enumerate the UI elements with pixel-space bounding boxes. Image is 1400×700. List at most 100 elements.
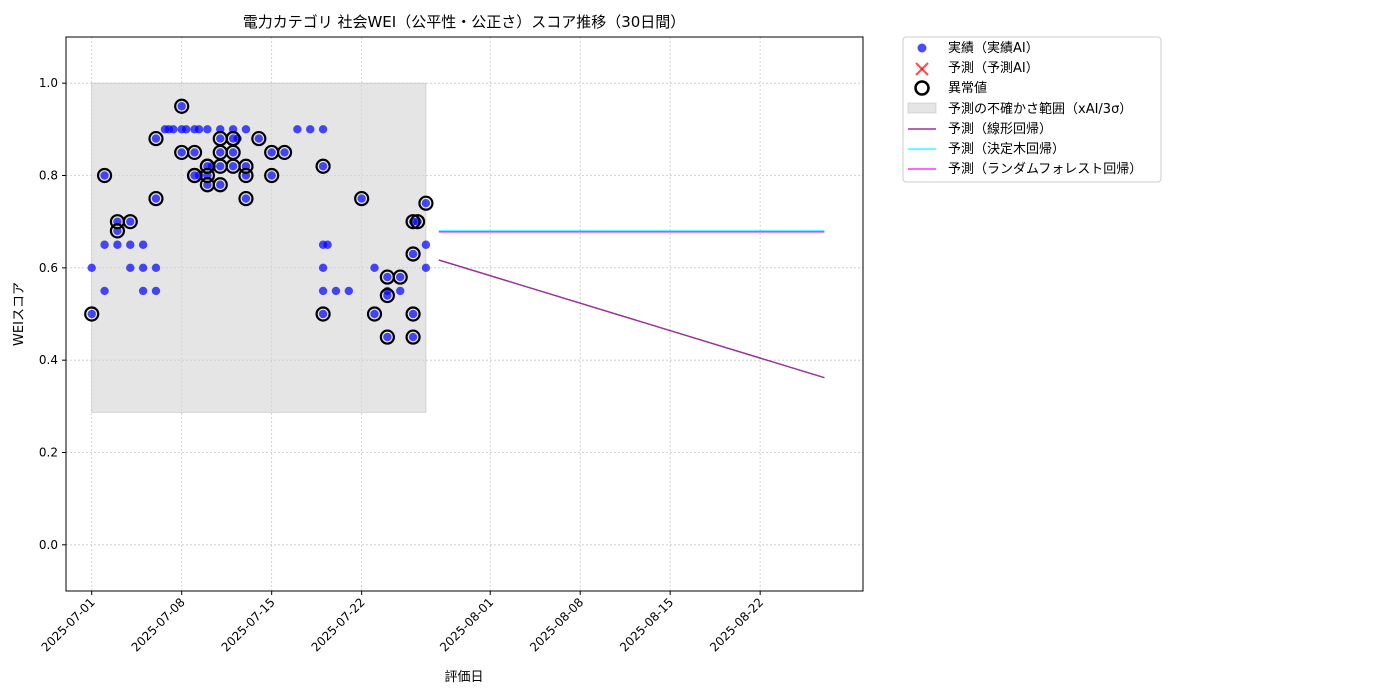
actual-point (138, 240, 148, 249)
anomaly-point (405, 246, 421, 262)
anomaly-point (366, 306, 383, 322)
actual-point (100, 286, 109, 296)
anomaly-point (264, 167, 280, 184)
linear-regression-line (438, 259, 825, 379)
legend-band-swatch (907, 102, 937, 114)
actual-point (396, 272, 405, 282)
anomaly-point (186, 144, 203, 161)
actual-point (126, 240, 135, 249)
actual-point (194, 125, 204, 134)
x-tick-label: 2025-08-15 (617, 595, 676, 654)
anomaly-point (122, 214, 138, 230)
anomaly-point (212, 177, 228, 193)
anomaly-point (315, 158, 331, 174)
anomaly-point (148, 190, 164, 207)
legend-anomaly-label: 異常値 (948, 80, 987, 96)
actual-point (421, 263, 431, 273)
anomaly-point (148, 130, 164, 147)
actual-point (203, 125, 212, 134)
actual-point (383, 291, 392, 300)
actual-point (318, 125, 328, 134)
actual-point (318, 263, 328, 273)
actual-point (216, 162, 225, 171)
x-tick-label: 2025-08-22 (707, 595, 766, 654)
actual-point (241, 125, 251, 134)
anomaly-point (405, 329, 421, 345)
actual-point (190, 148, 199, 157)
legend-box (902, 36, 1162, 183)
actual-point (181, 125, 191, 134)
x-axis: 2025-07-01 2025-07-08 2025-07-15 2025-07-22… (39, 591, 766, 654)
legend-forest-label: 予測（ランダムフォレスト回帰） (948, 161, 1142, 177)
actual-point (151, 134, 161, 143)
actual-point (254, 134, 264, 143)
anomaly-point (315, 306, 331, 322)
actual-point (408, 249, 418, 259)
actual-point (357, 194, 366, 203)
actual-point (126, 263, 135, 273)
actual-point (293, 125, 302, 134)
actual-point (421, 199, 431, 208)
anomaly-point (418, 195, 434, 211)
actual-points-layer (87, 102, 431, 342)
legend-predicted-marker (915, 62, 929, 76)
y-axis-label: WEIスコア (12, 282, 27, 346)
x-tick-label: 2025-07-15 (219, 595, 278, 654)
actual-point (100, 240, 109, 249)
actual-point (408, 332, 418, 342)
anomaly-point (405, 306, 421, 322)
actual-point (160, 125, 170, 134)
anomaly-point (276, 144, 293, 161)
actual-point (318, 162, 328, 171)
actual-point (87, 263, 96, 273)
anomaly-point (354, 190, 370, 207)
actual-point (151, 286, 161, 296)
anomaly-point (174, 98, 190, 114)
actual-point (151, 263, 161, 273)
prediction-lines-layer (438, 230, 825, 379)
anomaly-point (405, 214, 421, 230)
actual-point (344, 286, 354, 296)
x-tick-label: 2025-08-08 (527, 595, 586, 654)
actual-point (216, 180, 225, 189)
x-tick-label: 2025-07-01 (39, 595, 98, 654)
anomaly-point (238, 190, 254, 207)
legend-linear-label: 予測（線形回帰） (948, 121, 1052, 137)
actual-point (126, 217, 135, 226)
actual-point (177, 148, 186, 157)
actual-point (383, 272, 392, 282)
actual-point (216, 148, 225, 157)
legend-tree-label: 予測（決定木回帰） (948, 141, 1065, 157)
actual-point (169, 125, 178, 134)
actual-point (138, 263, 148, 273)
y-tick-label: 0.2 (39, 446, 58, 460)
legend-predicted-label: 予測（予測AI） (948, 61, 1039, 76)
actual-point (318, 286, 328, 296)
legend: 実績（実績AI） 予測（予測AI） 異常値 予測の不確かさ範囲（xAI/3σ） … (902, 36, 1162, 183)
legend-actual-marker (917, 43, 927, 53)
y-tick-label: 1.0 (39, 76, 58, 90)
legend-anomaly-marker (914, 80, 930, 96)
actual-point (241, 194, 251, 203)
y-tick-label: 0.6 (39, 261, 58, 275)
actual-point (138, 286, 148, 296)
actual-point (216, 134, 225, 143)
actual-point (318, 309, 328, 319)
actual-point (267, 148, 276, 157)
actual-point (177, 102, 186, 111)
anomaly-point (379, 287, 395, 304)
x-tick-label: 2025-08-01 (437, 595, 496, 654)
anomaly-point (96, 167, 113, 184)
actual-point (421, 240, 431, 249)
actual-point (306, 125, 315, 134)
actual-point (323, 240, 332, 249)
actual-point (228, 162, 238, 171)
actual-point (87, 309, 96, 319)
y-tick-label: 0.8 (39, 169, 58, 183)
actual-point (151, 194, 161, 203)
anomaly-point (238, 158, 254, 174)
actual-point (370, 309, 379, 319)
chart-title: 電力カテゴリ 社会WEI（公平性・公正さ）スコア推移（30日間） (243, 13, 686, 31)
anomaly-point (238, 167, 254, 184)
